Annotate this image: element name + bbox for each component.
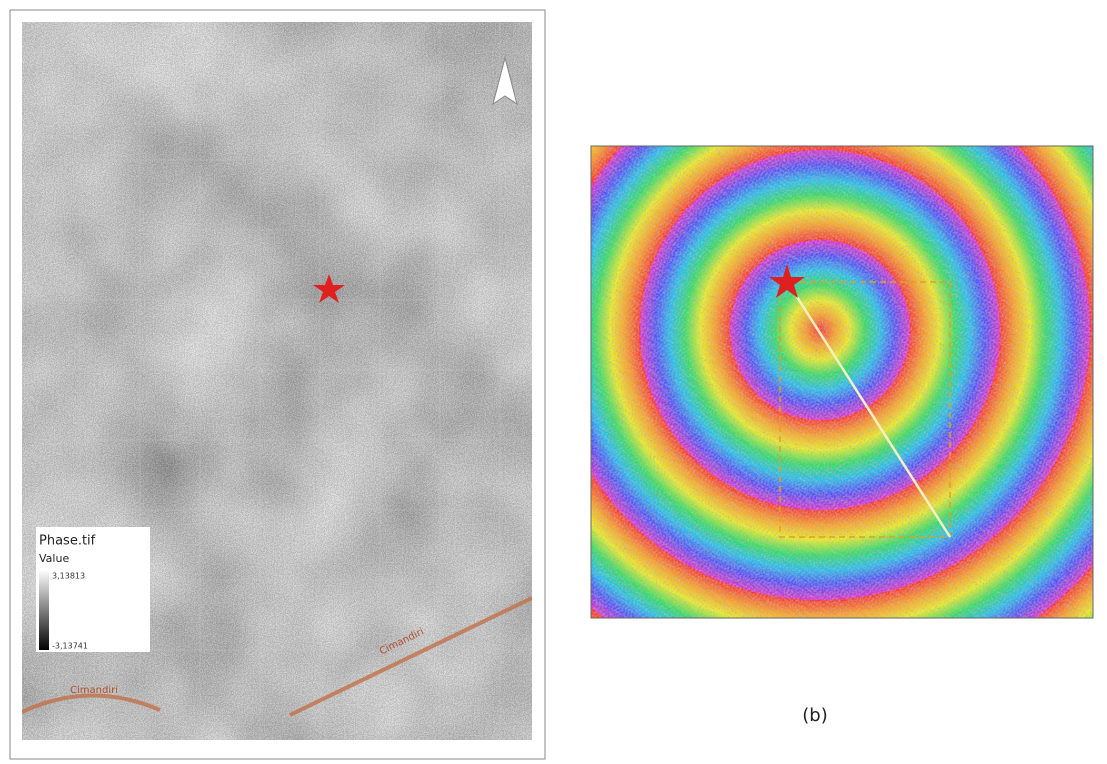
legend-ramp (39, 570, 49, 650)
figure: Cimandiri Cimandiri Phase.tif Value 3,13… (0, 0, 1107, 760)
interferogram (591, 146, 1096, 620)
legend-subtitle: Value (39, 552, 69, 565)
legend-title: Phase.tif (39, 534, 96, 549)
legend: Phase.tif Value 3,13813 -3,13741 (36, 527, 150, 652)
legend-max: 3,13813 (52, 572, 85, 581)
noise-cool (594, 148, 1096, 620)
fault-label: Cimandiri (70, 685, 118, 696)
legend-min: -3,13741 (52, 642, 88, 651)
caption: (b) (802, 705, 827, 726)
